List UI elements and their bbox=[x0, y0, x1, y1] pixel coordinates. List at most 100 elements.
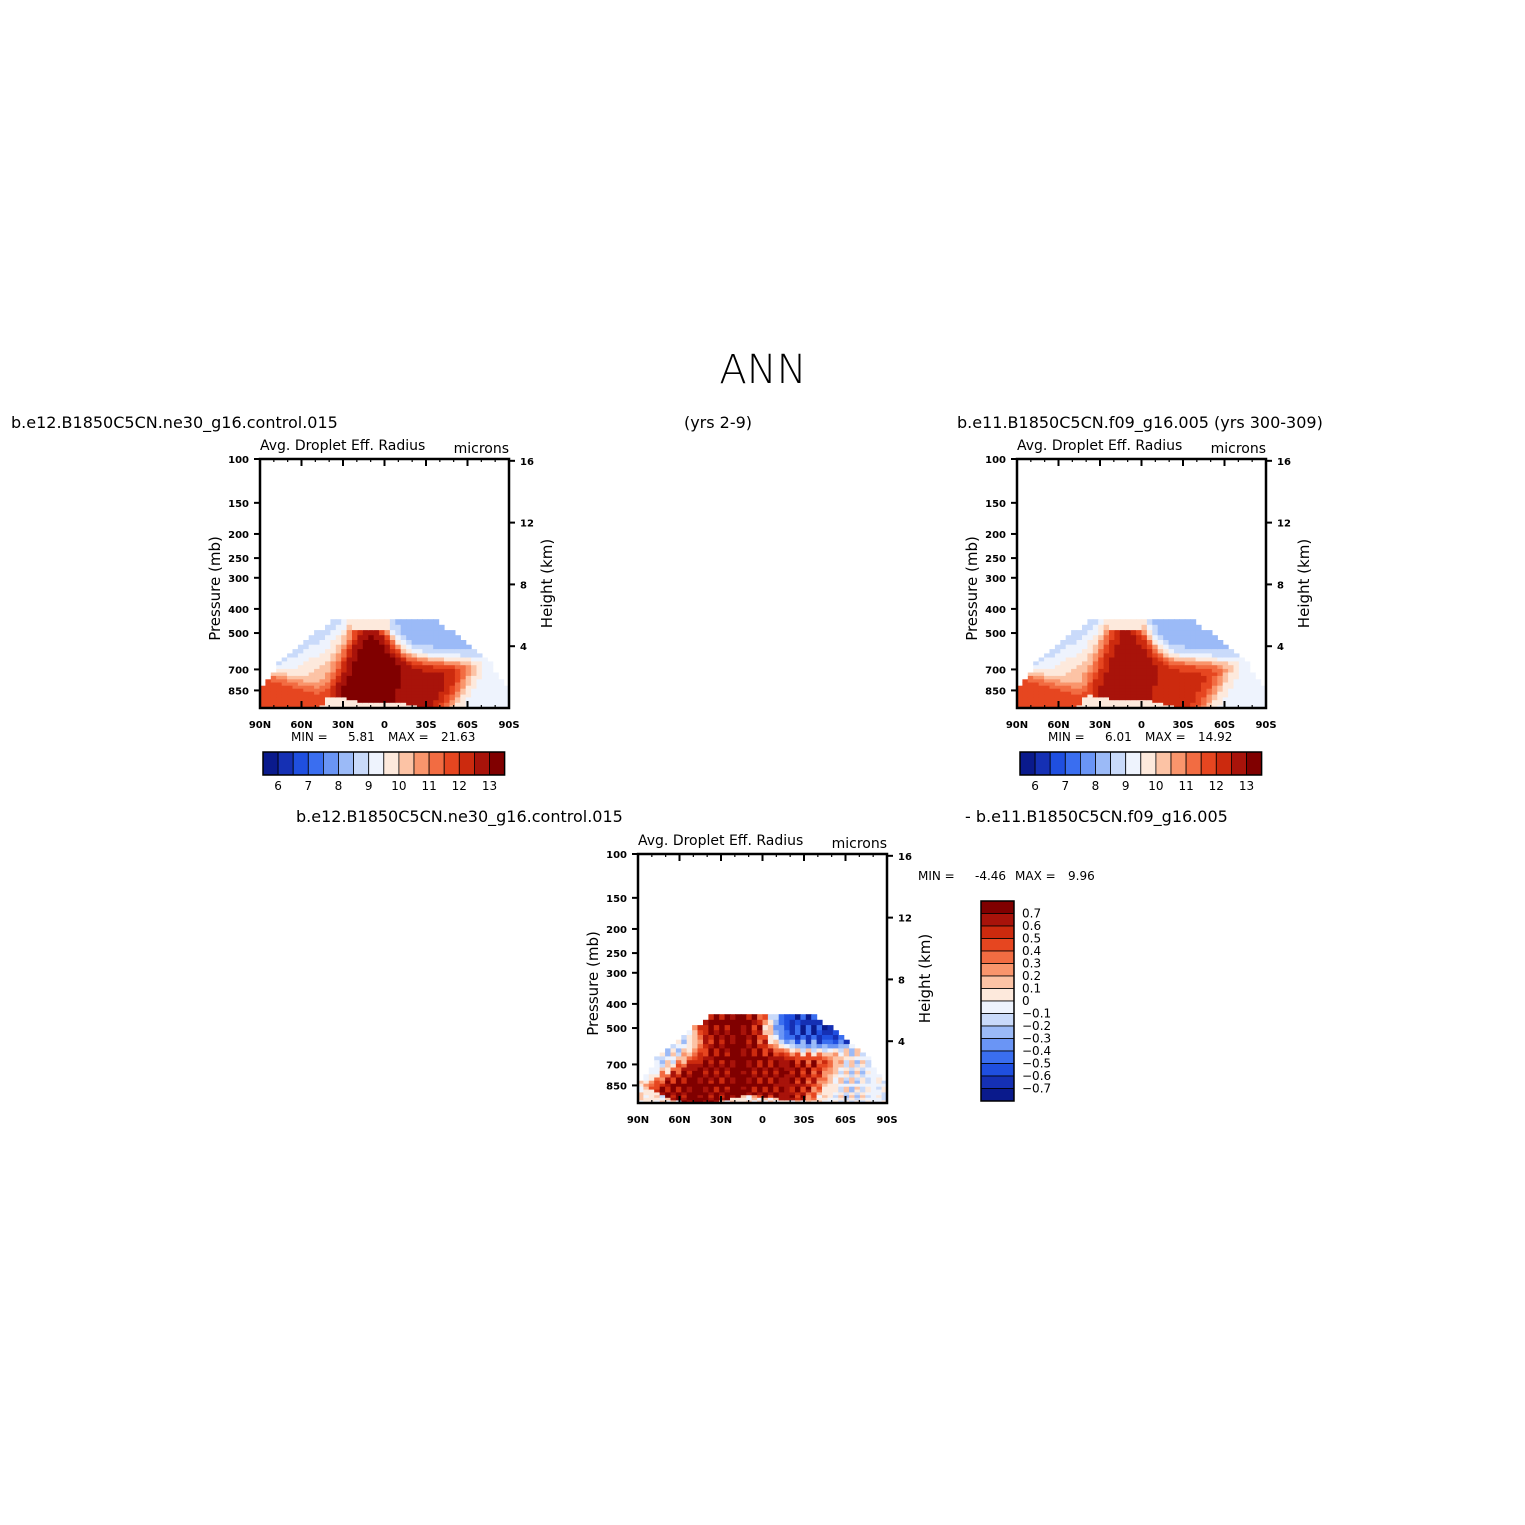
field-cell bbox=[325, 679, 331, 684]
field-cell bbox=[1130, 619, 1137, 626]
field-cell bbox=[379, 682, 386, 687]
field-cell bbox=[1249, 679, 1256, 684]
field-cell bbox=[1163, 672, 1170, 677]
field-cell bbox=[1071, 682, 1078, 687]
field-cell bbox=[454, 640, 461, 646]
field-cell bbox=[1060, 694, 1067, 698]
field-cell bbox=[832, 1039, 839, 1045]
field-cell bbox=[838, 1067, 845, 1072]
field-cell bbox=[800, 1039, 807, 1045]
field-cell bbox=[1168, 682, 1175, 687]
field-cell bbox=[1076, 679, 1083, 684]
field-cell bbox=[487, 685, 494, 690]
y-tick-label: 500 bbox=[606, 1024, 627, 1035]
field-cell bbox=[670, 1097, 677, 1101]
field-cell bbox=[789, 1039, 796, 1045]
field-cell bbox=[476, 688, 483, 693]
field-cell bbox=[789, 1048, 796, 1054]
field-cell bbox=[1038, 668, 1045, 674]
field-cell bbox=[346, 691, 353, 696]
field-cell bbox=[746, 1067, 753, 1072]
field-cell bbox=[1027, 688, 1034, 693]
field-cell bbox=[389, 700, 396, 704]
field-cell bbox=[1098, 691, 1105, 696]
field-cell bbox=[784, 1097, 791, 1101]
field-cell bbox=[686, 1039, 693, 1045]
field-cell bbox=[433, 619, 440, 626]
field-cell bbox=[281, 675, 288, 680]
field-cell bbox=[827, 1086, 834, 1091]
field-cell bbox=[373, 691, 380, 696]
field-cell bbox=[849, 1063, 856, 1069]
field-cell bbox=[1206, 661, 1213, 666]
field-cell bbox=[681, 1077, 688, 1082]
field-cell bbox=[379, 688, 386, 693]
field-cell bbox=[849, 1070, 856, 1075]
field-cell bbox=[778, 1014, 785, 1021]
field-cell bbox=[800, 1092, 807, 1096]
y-tick-label: 500 bbox=[985, 629, 1006, 640]
field-cell bbox=[1109, 679, 1115, 684]
field-cell bbox=[454, 665, 461, 670]
field-cell bbox=[832, 1030, 839, 1036]
field-cell bbox=[762, 1025, 769, 1031]
field-cell bbox=[762, 1052, 769, 1058]
y-tick-label: 400 bbox=[606, 1000, 627, 1011]
field-cell bbox=[1255, 691, 1262, 696]
field-cell bbox=[281, 702, 288, 706]
field-cell bbox=[703, 1097, 709, 1101]
field-cell bbox=[789, 1095, 796, 1099]
field-cell bbox=[373, 640, 380, 646]
field-cell bbox=[352, 682, 358, 687]
field-cell bbox=[724, 1014, 731, 1021]
field-cell bbox=[465, 679, 472, 684]
field-cell bbox=[811, 1067, 818, 1072]
field-cell bbox=[1174, 685, 1180, 690]
field-cell bbox=[1092, 682, 1099, 687]
field-cell bbox=[1071, 672, 1078, 677]
field-cell bbox=[724, 1077, 731, 1082]
field-cell bbox=[1168, 691, 1175, 696]
field-cell bbox=[454, 702, 461, 706]
field-cell bbox=[789, 1044, 796, 1049]
field-cell bbox=[751, 1067, 758, 1072]
field-cell bbox=[686, 1092, 693, 1096]
field-cell bbox=[876, 1083, 883, 1088]
field-cell bbox=[335, 630, 342, 636]
field-cell bbox=[1076, 644, 1083, 650]
field-cell bbox=[1092, 679, 1099, 684]
field-cell bbox=[465, 697, 472, 701]
field-cell bbox=[1114, 649, 1121, 654]
x-tick-label: 30N bbox=[1089, 720, 1111, 731]
field-cell bbox=[319, 672, 326, 677]
field-cell bbox=[1071, 685, 1078, 690]
field-cell bbox=[854, 1095, 861, 1099]
field-cell bbox=[1119, 672, 1126, 677]
field-cell bbox=[740, 1052, 747, 1058]
field-cell bbox=[811, 1074, 818, 1079]
field-cell bbox=[325, 668, 331, 674]
right-case-label: b.e11.B1850C5CN.f09_g16.005 (yrs 300-309… bbox=[957, 413, 1323, 433]
field-cell bbox=[330, 624, 337, 631]
field-cell bbox=[449, 694, 456, 698]
field-cell bbox=[389, 665, 396, 670]
field-cell bbox=[287, 688, 294, 693]
field-cell bbox=[654, 1060, 661, 1065]
field-cell bbox=[751, 1025, 758, 1031]
field-cell bbox=[735, 1070, 742, 1075]
field-cell bbox=[379, 630, 386, 636]
field-cell bbox=[471, 688, 478, 693]
field-cell bbox=[670, 1074, 677, 1079]
field-cell bbox=[1092, 657, 1099, 663]
field-cell bbox=[325, 688, 331, 693]
field-cell bbox=[1130, 657, 1137, 663]
field-cell bbox=[476, 697, 483, 701]
field-cell bbox=[1049, 679, 1056, 684]
field-cell bbox=[1125, 644, 1132, 650]
field-cell bbox=[757, 1048, 764, 1054]
field-cell bbox=[719, 1083, 726, 1088]
field-cell bbox=[1190, 665, 1197, 670]
field-cell bbox=[1152, 685, 1159, 690]
field-cell bbox=[357, 694, 364, 698]
field-cell bbox=[1222, 675, 1229, 680]
